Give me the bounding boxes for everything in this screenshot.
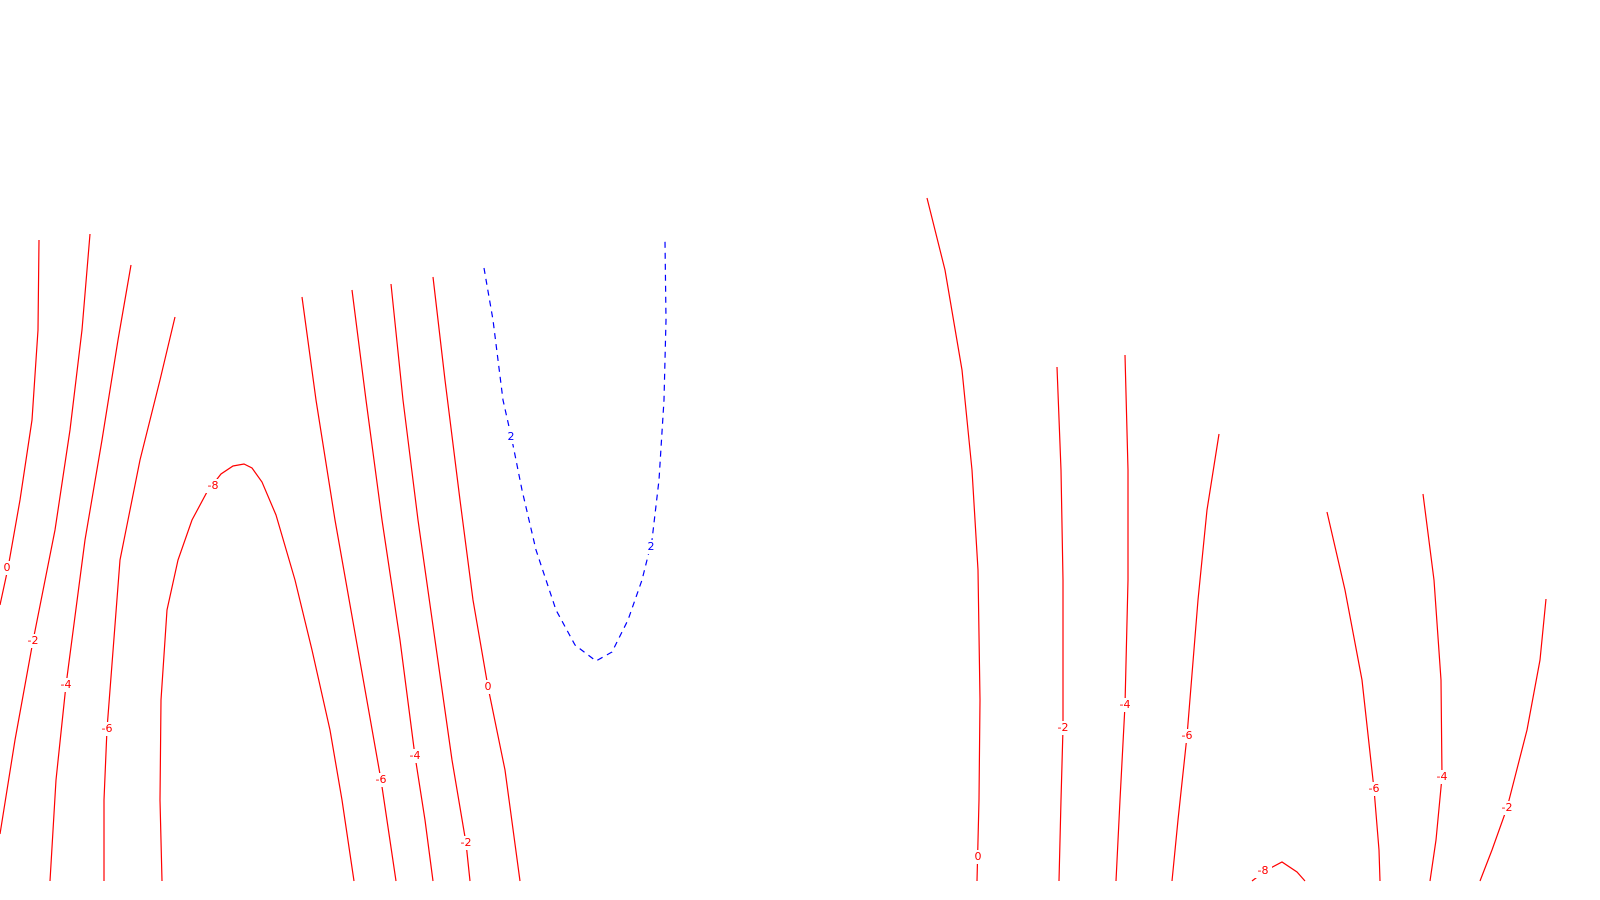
contour-line-level-neg2-16	[1479, 598, 1547, 882]
contour-label: -8	[208, 479, 219, 492]
contour-line-level-neg4-6	[351, 289, 434, 882]
contour-label: -2	[1058, 721, 1069, 734]
contour-label: -2	[1502, 801, 1513, 814]
contour-line-level-0-8	[432, 276, 521, 882]
contour-label-background	[972, 850, 984, 864]
contour-line-level-neg2-7	[390, 283, 471, 882]
contour-label-background	[457, 836, 475, 850]
contour-line-level-neg4-2	[49, 264, 132, 882]
contour-label-background	[57, 678, 75, 692]
contour-label-background	[24, 634, 42, 648]
contour-label-background	[1054, 721, 1072, 735]
contour-label: 0	[4, 561, 11, 574]
contour-label: 2	[648, 540, 655, 553]
contour-label: -4	[1120, 698, 1131, 711]
contour-label-background	[1116, 698, 1134, 712]
contour-label: -2	[28, 634, 39, 647]
contour-line-level-0-0	[0, 239, 40, 606]
contour-label-background	[1433, 770, 1451, 784]
contour-label-background	[372, 773, 390, 787]
contour-label: -6	[1369, 782, 1380, 795]
contour-label-background	[406, 749, 424, 763]
contour-label-background	[645, 540, 657, 554]
contour-label: -8	[1258, 864, 1269, 877]
contour-line-level-neg8-4	[159, 463, 355, 882]
contour-line-level-neg4-12	[1115, 354, 1129, 882]
contour-label-background	[505, 430, 517, 444]
contour-label: -4	[1437, 770, 1448, 783]
contour-label: -6	[376, 773, 387, 786]
contour-line-level-neg4-15	[1422, 493, 1443, 882]
contour-label: -6	[102, 722, 113, 735]
contour-line-level-neg6-14	[1326, 511, 1381, 882]
contour-line-level-0-10	[926, 197, 981, 882]
contour-label-background	[204, 479, 222, 493]
contour-label-background	[482, 680, 494, 694]
contour-label-background	[1254, 864, 1272, 878]
contour-label-background	[1, 561, 13, 575]
contour-label: -4	[410, 749, 421, 762]
contour-label: -6	[1182, 729, 1193, 742]
contour-line-level-neg6-13	[1171, 433, 1220, 882]
contour-line-level-neg2-11	[1056, 366, 1064, 882]
contour-label-background	[1178, 729, 1196, 743]
contour-label: -4	[61, 678, 72, 691]
contour-line-level-neg6-5	[301, 296, 397, 882]
contour-line-level-2-9	[483, 240, 667, 662]
contour-line-level-neg2-1	[0, 233, 91, 835]
contour-label: 2	[508, 430, 515, 443]
contour-label: -2	[461, 836, 472, 849]
contour-label-background	[98, 722, 116, 736]
contour-line-level-neg6-3	[103, 316, 176, 881]
contour-label-background	[1365, 782, 1383, 796]
contour-label: 0	[485, 680, 492, 693]
contour-label: 0	[975, 850, 982, 863]
contour-label-background	[1498, 801, 1516, 815]
